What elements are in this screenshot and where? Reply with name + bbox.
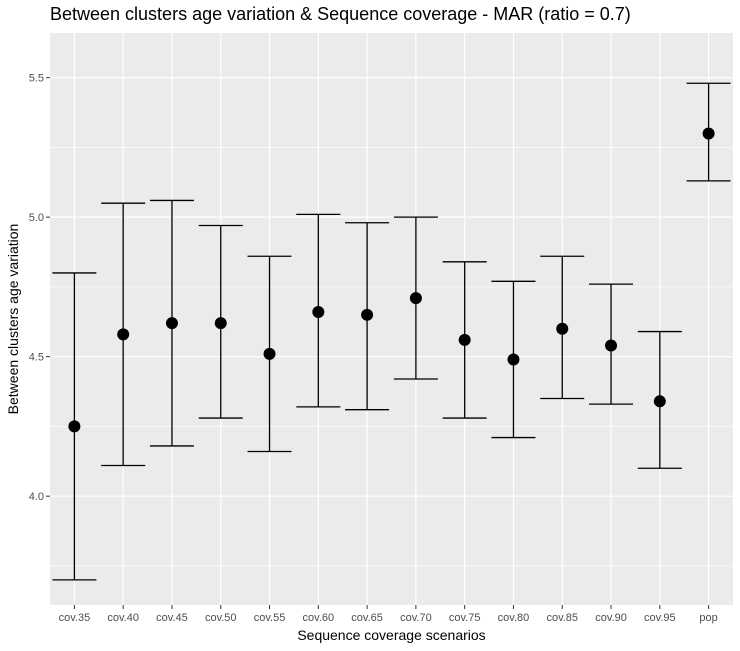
x-tick-label: cov.75 [449, 612, 481, 624]
y-tick-label: 5.5 [29, 73, 44, 85]
x-tick-label: cov.90 [595, 612, 627, 624]
x-tick-label: cov.40 [107, 612, 139, 624]
x-tick-label: cov.95 [644, 612, 676, 624]
x-tick-label: pop [699, 612, 717, 624]
x-tick-label: cov.55 [254, 612, 286, 624]
data-point [263, 347, 276, 360]
data-point [409, 292, 422, 305]
data-point [605, 339, 618, 352]
data-point [653, 395, 666, 408]
x-tick-label: cov.80 [498, 612, 530, 624]
x-axis-title: Sequence coverage scenarios [297, 627, 485, 643]
data-point [361, 308, 374, 321]
data-point [165, 317, 178, 330]
y-tick-label: 5.0 [29, 212, 44, 224]
data-point [458, 333, 471, 346]
point-layer [68, 127, 715, 433]
x-tick-label: cov.60 [303, 612, 335, 624]
y-tick-label: 4.5 [29, 352, 44, 364]
data-point [117, 328, 130, 341]
data-point [68, 420, 81, 433]
data-point [507, 353, 520, 366]
data-point [702, 127, 715, 140]
x-tick-label: cov.50 [205, 612, 237, 624]
y-tick-label: 4.0 [29, 491, 44, 503]
x-tick-label: cov.65 [351, 612, 383, 624]
data-point [214, 317, 227, 330]
axis-layer: 4.0 4.5 5.0 5.5 cov.35 cov.40 cov.45 cov.50 cov.… [29, 73, 718, 624]
plot-panel [50, 33, 733, 605]
x-tick-label: cov.85 [546, 612, 578, 624]
x-tick-label: cov.70 [400, 612, 432, 624]
x-tick-label: cov.45 [156, 612, 188, 624]
data-point [556, 322, 569, 335]
y-axis-title: Between clusters age variation [5, 224, 21, 415]
data-point [312, 306, 325, 319]
chart-title: Between clusters age variation & Sequenc… [50, 4, 631, 24]
x-tick-label: cov.35 [59, 612, 91, 624]
